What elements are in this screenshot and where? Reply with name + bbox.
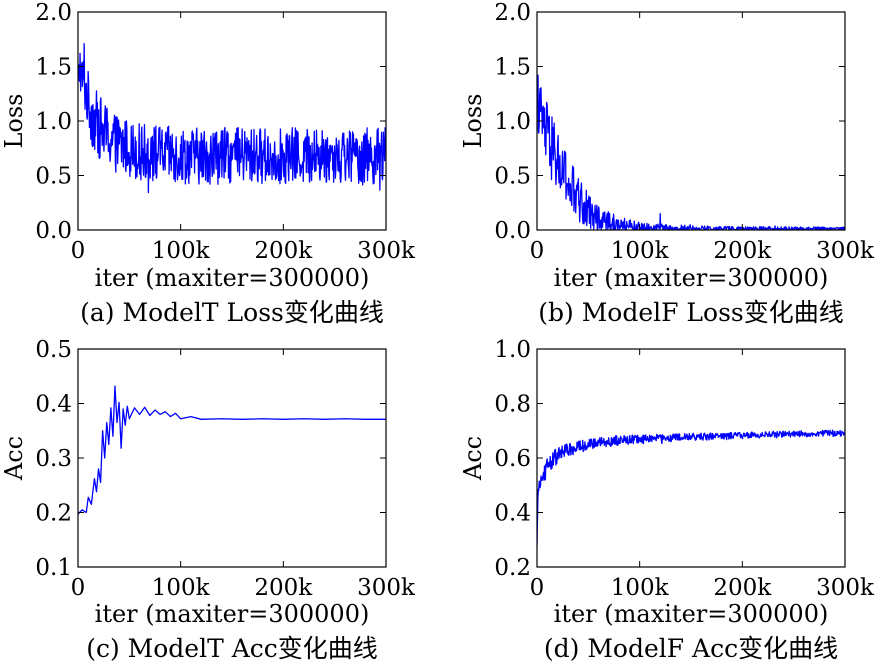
x-axis-label: iter (maxiter=300000) — [95, 600, 370, 628]
y-tick-label: 0.3 — [35, 446, 72, 472]
y-axis-label: Loss — [459, 93, 487, 148]
y-tick-label: 1.5 — [494, 55, 531, 81]
y-tick-label: 2.0 — [35, 0, 72, 26]
y-tick-label: 1.0 — [494, 109, 531, 135]
panel-caption: (d) ModelF Acc变化曲线 — [544, 634, 838, 663]
x-tick-label: 200k — [713, 238, 772, 264]
panel-caption: (a) ModelT Loss变化曲线 — [80, 298, 384, 327]
x-tick-label: 0 — [530, 238, 545, 264]
chart-panel-a: 0 100k 200k 300k 0.0 0.5 1.0 1.5 2.0 iter (maxite… — [0, 0, 416, 327]
y-tick-label: 0.5 — [35, 164, 72, 190]
axes-frame-d — [536, 348, 846, 568]
x-axis-label: iter (maxiter=300000) — [95, 264, 370, 292]
y-tick-label: 0.0 — [494, 218, 531, 244]
series-line-c-0 — [78, 385, 386, 515]
axes-frame-c — [77, 348, 387, 568]
y-tick-label: 0.5 — [35, 337, 72, 363]
y-tick-label: 1.0 — [494, 337, 531, 363]
x-tick-label: 200k — [254, 238, 313, 264]
y-tick-label: 0.6 — [494, 446, 531, 472]
x-tick-label: 200k — [713, 575, 772, 601]
y-tick-label: 1.5 — [35, 55, 72, 81]
y-tick-label: 0.2 — [35, 501, 72, 527]
y-tick-label: 0.1 — [35, 555, 72, 581]
x-tick-label: 0 — [71, 238, 86, 264]
y-tick-label: 0.5 — [494, 164, 531, 190]
x-tick-label: 300k — [816, 238, 875, 264]
y-tick-label: 0.4 — [494, 501, 531, 527]
y-axis-label: Acc — [0, 436, 28, 481]
series-line-a-0 — [78, 42, 386, 194]
axes-frame-b — [536, 11, 846, 231]
y-tick-label: 2.0 — [494, 0, 531, 26]
chart-panel-c: 0 100k 200k 300k 0.1 0.2 0.3 0.4 0.5 iter (maxite… — [0, 337, 416, 663]
y-tick-label: 0.8 — [494, 392, 531, 418]
x-tick-label: 100k — [152, 575, 211, 601]
chart-panel-d: 0 100k 200k 300k 0.2 0.4 0.6 0.8 1.0 iter (maxite… — [459, 337, 875, 663]
y-tick-label: 0.4 — [35, 392, 72, 418]
y-tick-label: 1.0 — [35, 109, 72, 135]
panel-caption: (b) ModelF Loss变化曲线 — [538, 298, 844, 327]
x-tick-label: 100k — [152, 238, 211, 264]
x-tick-label: 300k — [357, 238, 416, 264]
y-tick-label: 0.2 — [494, 555, 531, 581]
x-tick-label: 100k — [611, 575, 670, 601]
x-tick-label: 0 — [530, 575, 545, 601]
x-tick-label: 100k — [611, 238, 670, 264]
series-line-b-0 — [537, 74, 845, 230]
axes-frame-a — [77, 11, 387, 231]
x-axis-label: iter (maxiter=300000) — [554, 600, 829, 628]
chart-panel-b: 0 100k 200k 300k 0.0 0.5 1.0 1.5 2.0 iter (maxite… — [459, 0, 875, 327]
series-line-d-0 — [537, 429, 845, 546]
y-tick-label: 0.0 — [35, 218, 72, 244]
x-tick-label: 300k — [816, 575, 875, 601]
x-tick-label: 0 — [71, 575, 86, 601]
y-axis-label: Loss — [0, 93, 28, 148]
x-tick-label: 200k — [254, 575, 313, 601]
x-axis-label: iter (maxiter=300000) — [554, 264, 829, 292]
y-axis-label: Acc — [459, 436, 487, 481]
panel-caption: (c) ModelT Acc变化曲线 — [86, 634, 378, 663]
x-tick-label: 300k — [357, 575, 416, 601]
